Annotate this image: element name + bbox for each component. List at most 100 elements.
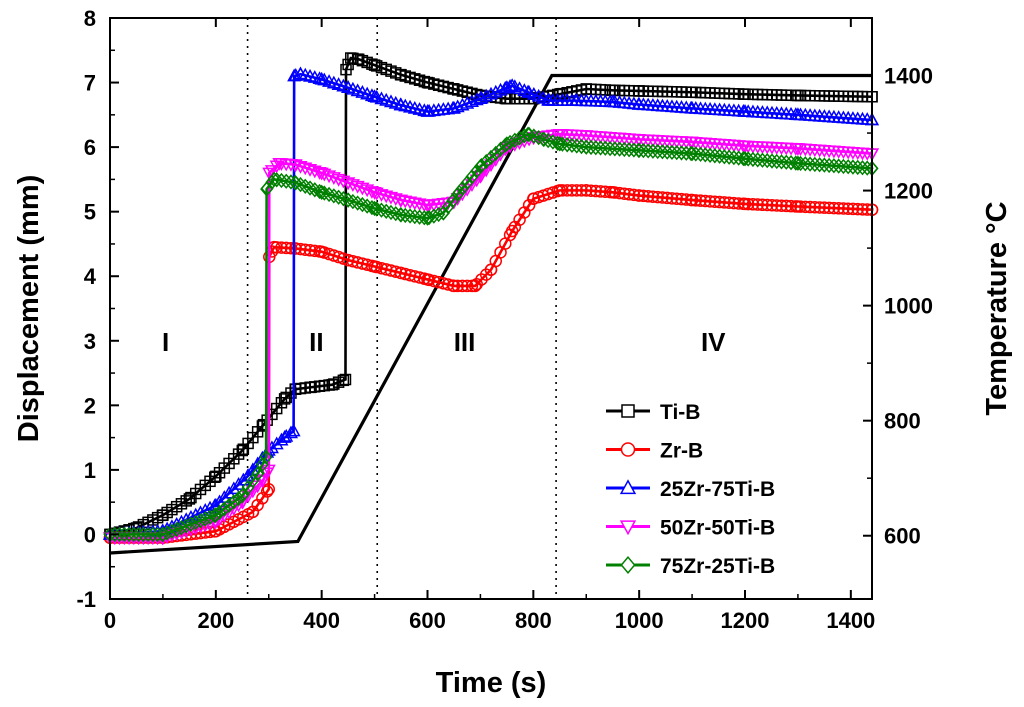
series-marker	[284, 174, 298, 190]
series-marker	[322, 186, 336, 203]
series-marker	[327, 188, 341, 204]
series-marker	[484, 149, 498, 166]
series-marker	[756, 198, 769, 212]
series-marker	[841, 202, 855, 215]
series-marker	[660, 144, 674, 160]
series-marker	[408, 208, 422, 225]
series-marker	[703, 195, 717, 208]
y2-tick-label: 1000	[884, 294, 933, 319]
series-marker	[355, 196, 369, 213]
series-marker	[331, 173, 346, 187]
series-marker	[360, 258, 374, 271]
x-axis-title: Time (s)	[436, 667, 547, 699]
series-marker	[775, 199, 788, 212]
legend-marker	[620, 556, 636, 574]
series-marker	[489, 145, 503, 162]
y-tick-label: 6	[84, 135, 96, 160]
data-point	[473, 91, 488, 104]
series-marker	[127, 526, 141, 543]
y-tick-label: 2	[84, 393, 96, 418]
data-point	[606, 186, 619, 199]
series-marker	[465, 169, 479, 185]
data-point	[685, 100, 700, 114]
series-marker	[803, 200, 817, 214]
series-marker	[717, 149, 731, 165]
series-marker	[741, 151, 755, 167]
legend-label: 25Zr-75Ti-B	[660, 478, 775, 501]
data-point	[288, 159, 303, 173]
series-marker	[555, 136, 569, 152]
x-tick-label: 800	[515, 608, 552, 633]
series-marker	[665, 144, 679, 161]
series-marker	[660, 191, 674, 205]
series-marker	[560, 184, 574, 197]
series-marker	[637, 189, 650, 203]
data-point	[352, 53, 365, 66]
series-marker	[356, 257, 369, 270]
series-marker	[765, 153, 779, 169]
series-marker	[355, 182, 370, 196]
data-point	[293, 66, 308, 80]
series-marker	[407, 197, 422, 211]
series-marker	[350, 180, 365, 194]
data-point	[345, 52, 357, 64]
series-marker	[336, 190, 350, 207]
series-marker	[460, 279, 474, 293]
series-marker	[203, 509, 217, 525]
series-marker	[160, 525, 174, 541]
data-point	[446, 100, 461, 114]
series-marker	[594, 185, 607, 198]
series-marker	[836, 158, 850, 175]
legend-item: Zr-B	[606, 440, 703, 463]
series-marker	[460, 174, 474, 191]
temperature-line	[109, 73, 872, 555]
series-marker	[827, 201, 841, 215]
y-tick-label: 4	[84, 264, 97, 289]
data-point	[552, 128, 567, 142]
x-tick-label: 600	[409, 608, 446, 633]
series-marker	[413, 209, 427, 225]
data-point	[738, 151, 752, 167]
series-marker	[617, 141, 631, 158]
data-point	[499, 80, 514, 93]
series-marker	[613, 186, 626, 200]
data-point	[272, 158, 287, 171]
series-marker	[817, 157, 831, 173]
series-marker	[736, 150, 750, 167]
series-marker	[231, 477, 246, 490]
data-point	[367, 187, 382, 200]
series-marker	[751, 152, 765, 168]
series-marker	[179, 518, 193, 534]
legend-label: Zr-B	[660, 440, 703, 463]
series-marker	[570, 184, 583, 197]
series-marker	[627, 142, 641, 158]
series-marker	[217, 501, 231, 517]
series-marker	[279, 173, 293, 189]
data-point	[209, 507, 223, 523]
series-marker	[803, 156, 817, 172]
series-marker	[656, 191, 669, 204]
series-marker	[808, 200, 822, 214]
series-marker	[684, 145, 698, 162]
axes: 0 200 400 600 800 1000 1200 1400 -1 0 1 2 3 4 5 6 7 8 600 8…	[76, 6, 933, 633]
data-point	[632, 134, 647, 147]
y2-tick-label: 600	[884, 524, 921, 549]
data-point	[315, 184, 329, 200]
y-tick-label: 7	[84, 71, 96, 96]
data-point	[790, 107, 805, 121]
y2-tick-label: 1200	[884, 179, 933, 204]
x-tick-label: 200	[197, 608, 234, 633]
data-point	[791, 200, 805, 213]
series-marker	[680, 193, 693, 206]
legend-label: 50Zr-50Ti-B	[660, 517, 775, 540]
data-point	[261, 464, 276, 478]
series-marker	[226, 481, 241, 495]
data-point	[394, 97, 409, 111]
series-marker	[827, 158, 841, 174]
data-point	[737, 140, 753, 154]
series-marker	[464, 94, 479, 108]
data-point	[542, 93, 557, 106]
series-marker	[822, 157, 836, 174]
data-point	[267, 171, 281, 188]
x-tick-label: 1200	[721, 608, 770, 633]
